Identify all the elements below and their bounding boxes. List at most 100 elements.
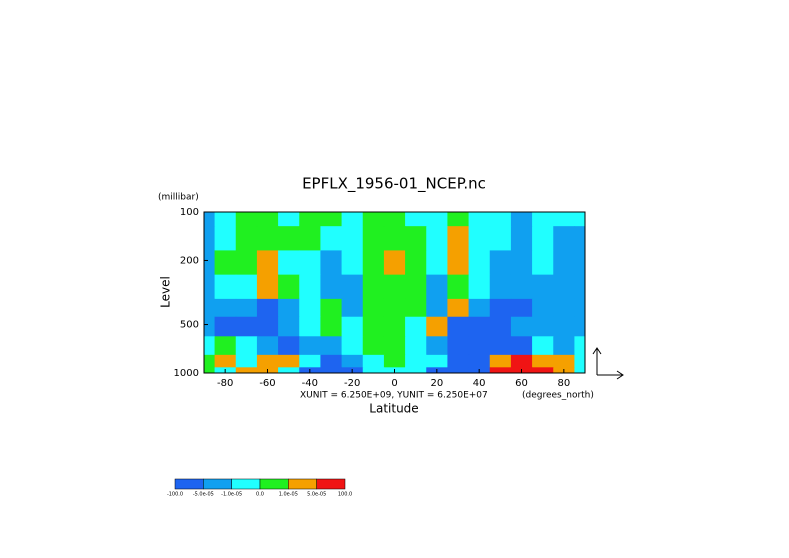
contour-cell [278,316,300,337]
contour-cell [489,226,512,251]
contour-cell [510,336,533,356]
contour-cell [362,354,385,368]
contour-cell [510,274,533,300]
contour-cell [235,354,258,368]
contour-cell [204,316,216,337]
contour-cell [278,298,300,318]
colorbar-label: -100.0 [167,492,183,498]
contour-cell [574,250,586,276]
contour-cell [235,274,258,300]
contour-cell [383,274,406,300]
contour-cell [320,298,343,318]
x-unit-label: (degrees_north) [522,391,594,401]
contour-cell [510,250,533,276]
contour-cell [426,336,448,356]
contour-cell [320,316,343,337]
contour-cell [553,316,575,337]
colorbar-swatch [231,478,261,490]
x-tick-label: -80 [217,378,233,389]
contour-cell [405,226,427,251]
contour-cell [299,226,321,251]
contour-cell [489,274,512,300]
contour-cell [362,212,385,227]
contour-cell [426,250,448,276]
contour-cell [489,212,512,227]
chart-title: EPFLX_1956-01_NCEP.nc [302,175,486,194]
contour-cell [235,212,258,227]
contour-cell [468,354,491,368]
contour-cell [204,274,216,300]
contour-cell [278,354,300,368]
contour-cell [204,212,216,227]
contour-cell [447,367,470,374]
contour-cell [489,336,512,356]
contour-cell [214,336,237,356]
contour-cell [299,250,321,276]
contour-cell [278,367,300,374]
colorbar-swatch [316,478,346,490]
contour-cell [256,336,279,356]
contour-cell [532,226,554,251]
x-tick-label: 80 [557,378,570,389]
contour-cell [214,226,237,251]
y-unit-label: (millibar) [158,193,199,203]
contour-cell [320,354,343,368]
contour-cell [553,226,575,251]
contour-cell [447,354,470,368]
contour-cell [299,336,321,356]
contour-cell [235,336,258,356]
contour-cell [256,212,279,227]
contour-cell [405,212,427,227]
colorbar-swatch [288,478,317,490]
contour-cell [383,298,406,318]
contour-cell [426,298,448,318]
contour-cell [256,274,279,300]
contour-cell [532,354,554,368]
x-tick-label: 20 [430,378,443,389]
contour-cell [320,212,343,227]
vector-note: XUNIT = 6.250E+09, YUNIT = 6.250E+07 [300,391,488,401]
contour-cell [574,298,586,318]
contour-cell [553,354,575,368]
contour-cell [489,316,512,337]
contour-cell [574,212,586,227]
contour-cell [278,212,300,227]
contour-cell [235,250,258,276]
colorbar-swatch [259,478,289,490]
contour-cell [235,226,258,251]
contour-cell [278,250,300,276]
contour-cell [574,274,586,300]
contour-cell [468,298,491,318]
contour-cell [278,274,300,300]
x-tick-label: -40 [302,378,318,389]
contour-cell [510,226,533,251]
colorbar-swatch [203,478,232,490]
contour-cell [278,226,300,251]
contour-cell [426,212,448,227]
contour-cell [532,336,554,356]
contour-cell [405,274,427,300]
contour-cell [468,250,491,276]
contour-cell [447,226,470,251]
contour-cell [405,354,427,368]
x-tick-label: 60 [515,378,528,389]
contour-cell [204,250,216,276]
contour-cell [214,274,237,300]
contour-cell [362,367,385,374]
contour-cell [320,226,343,251]
contour-cell [553,212,575,227]
contour-cell [256,354,279,368]
y-axis-label: Level [159,276,173,308]
contour-cell [362,336,385,356]
contour-cell [341,226,364,251]
contour-cell [489,298,512,318]
contour-cell [447,250,470,276]
colorbar-label: 0.0 [256,492,264,498]
x-tick-label: 40 [473,378,486,389]
contour-cell [383,336,406,356]
contour-cell [383,212,406,227]
contour-cell [204,226,216,251]
contour-cell [574,316,586,337]
contour-cell [256,316,279,337]
contour-cell [278,336,300,356]
